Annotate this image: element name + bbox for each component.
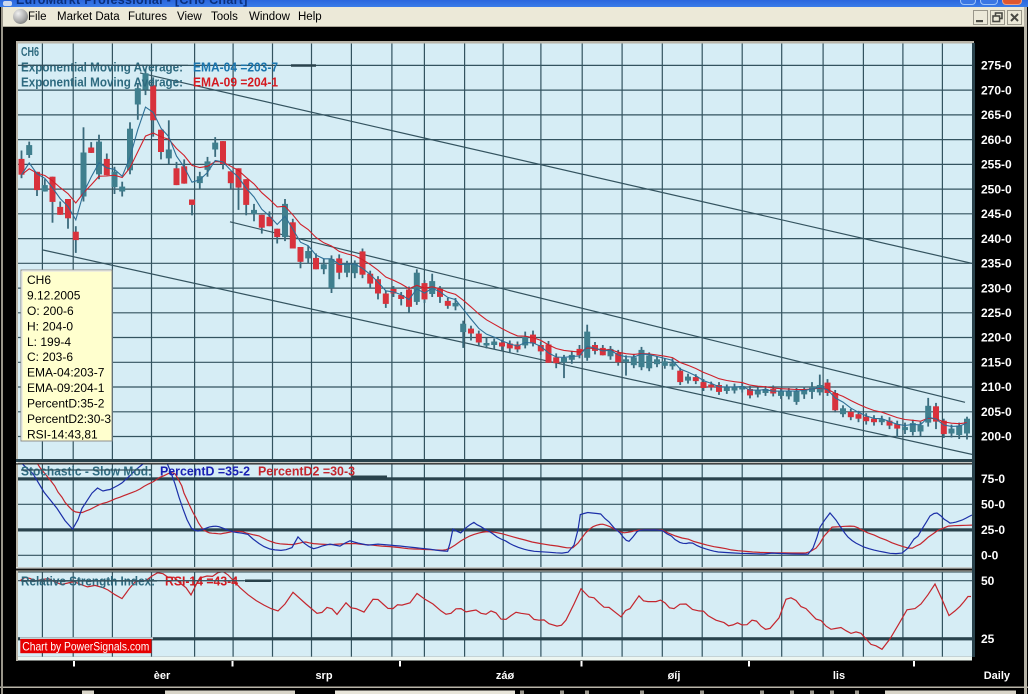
svg-text:9.12.2005: 9.12.2005: [27, 288, 81, 302]
svg-text:Exponential Moving Average:: Exponential Moving Average:: [21, 76, 183, 90]
svg-text:240-0: 240-0: [981, 232, 1012, 246]
svg-text:O: 200-6: O: 200-6: [27, 304, 74, 318]
svg-text:255-0: 255-0: [981, 158, 1012, 172]
svg-text:230-0: 230-0: [981, 281, 1012, 295]
svg-text:RSI-14 =43-4: RSI-14 =43-4: [165, 575, 238, 589]
svg-text:lis: lis: [833, 670, 845, 682]
svg-text:RSI-14:43,81: RSI-14:43,81: [27, 428, 98, 442]
svg-text:220-0: 220-0: [981, 331, 1012, 345]
svg-text:CH6: CH6: [21, 45, 39, 59]
svg-text:EMA-04:203-7: EMA-04:203-7: [27, 366, 105, 380]
svg-text:srp: srp: [315, 670, 332, 682]
svg-text:EMA-04 =203-7: EMA-04 =203-7: [193, 61, 278, 75]
svg-text:PercentD:35-2: PercentD:35-2: [27, 397, 105, 411]
svg-text:260-0: 260-0: [981, 133, 1012, 147]
svg-text:50-0: 50-0: [981, 498, 1005, 512]
svg-text:270-0: 270-0: [981, 83, 1012, 97]
svg-text:EMA-09:204-1: EMA-09:204-1: [27, 381, 105, 395]
svg-text:EMA-09 =204-1: EMA-09 =204-1: [193, 76, 278, 90]
svg-text:50: 50: [981, 574, 995, 588]
svg-text:0-0: 0-0: [981, 549, 999, 563]
svg-text:25-0: 25-0: [981, 523, 1005, 537]
svg-text:C: 203-6: C: 203-6: [27, 350, 73, 364]
svg-text:75-0: 75-0: [981, 472, 1005, 486]
svg-text:200-0: 200-0: [981, 430, 1012, 444]
svg-text:záø: záø: [496, 670, 515, 682]
svg-text:L: 199-4: L: 199-4: [27, 335, 71, 349]
svg-text:Exponential Moving Average:: Exponential Moving Average:: [21, 61, 183, 75]
svg-text:PercentD =35-2: PercentD =35-2: [160, 465, 250, 479]
svg-text:205-0: 205-0: [981, 405, 1012, 419]
svg-text:245-0: 245-0: [981, 207, 1012, 221]
svg-text:265-0: 265-0: [981, 108, 1012, 122]
svg-text:H: 204-0: H: 204-0: [27, 319, 73, 333]
svg-text:250-0: 250-0: [981, 182, 1012, 196]
svg-text:275-0: 275-0: [981, 59, 1012, 73]
svg-text:Stochastic - Slow Mod:: Stochastic - Slow Mod:: [21, 465, 152, 479]
svg-text:225-0: 225-0: [981, 306, 1012, 320]
svg-text:PercentD2:30-3: PercentD2:30-3: [27, 412, 111, 426]
svg-text:Chart by PowerSignals.com: Chart by PowerSignals.com: [22, 640, 149, 654]
svg-text:25: 25: [981, 632, 995, 646]
svg-text:PercentD2 =30-3: PercentD2 =30-3: [258, 465, 355, 479]
svg-text:235-0: 235-0: [981, 257, 1012, 271]
svg-text:Daily: Daily: [984, 670, 1011, 682]
svg-text:èer: èer: [154, 670, 171, 682]
svg-text:øíj: øíj: [668, 670, 681, 682]
svg-text:210-0: 210-0: [981, 380, 1012, 394]
svg-text:215-0: 215-0: [981, 356, 1012, 370]
svg-text:CH6: CH6: [27, 273, 51, 287]
